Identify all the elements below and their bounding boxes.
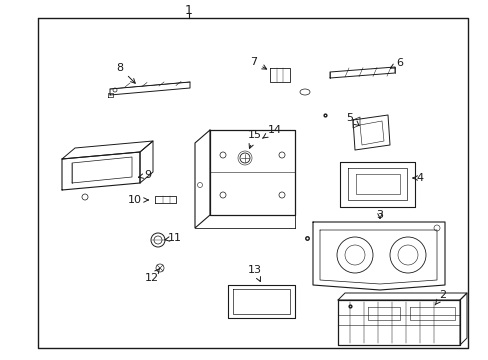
Text: 4: 4 <box>412 173 423 183</box>
Text: 15: 15 <box>247 130 262 148</box>
Text: 1: 1 <box>184 4 193 17</box>
Text: 11: 11 <box>164 233 182 243</box>
Text: 5: 5 <box>346 113 358 126</box>
Text: 6: 6 <box>389 58 403 68</box>
Text: 14: 14 <box>262 125 282 138</box>
Text: 7: 7 <box>250 57 266 69</box>
Text: 12: 12 <box>144 268 160 283</box>
Text: 10: 10 <box>128 195 148 205</box>
Text: 3: 3 <box>376 210 383 220</box>
Text: 2: 2 <box>434 290 446 305</box>
Text: 13: 13 <box>247 265 262 282</box>
Text: 8: 8 <box>116 63 135 83</box>
Text: 9: 9 <box>138 170 151 180</box>
